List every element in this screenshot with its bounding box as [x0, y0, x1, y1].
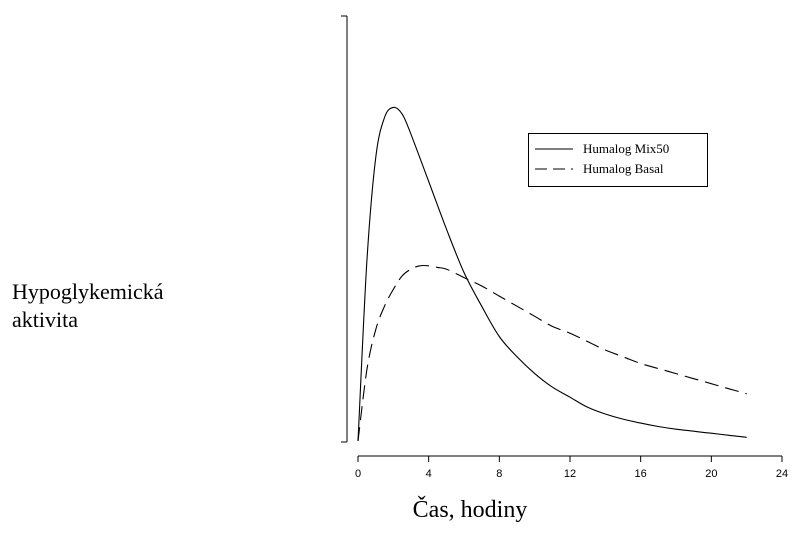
y-axis-label-line-2: aktivita — [12, 307, 78, 332]
series-line-humalog-basal — [357, 264, 747, 442]
x-tick-label: 24 — [776, 468, 788, 480]
x-tick-label: 0 — [355, 468, 361, 480]
legend-item-mix50: Humalog Mix50 — [535, 140, 669, 158]
legend-solid-line-swatch — [535, 148, 573, 150]
legend-label-mix50: Humalog Mix50 — [583, 141, 670, 156]
legend-dashed-line-swatch — [535, 168, 573, 170]
series-line-humalog-mix50 — [357, 106, 747, 442]
x-tick-label: 20 — [705, 468, 717, 480]
x-tick-label: 16 — [635, 468, 647, 480]
x-tick-label: 4 — [426, 468, 432, 480]
legend-label-basal: Humalog Basal — [583, 161, 664, 176]
legend-item-basal: Humalog Basal — [535, 160, 664, 178]
legend: Humalog Mix50 Humalog Basal — [528, 133, 708, 187]
x-tick-label: 8 — [496, 468, 502, 480]
y-axis-label-line-1: Hypoglykemická — [12, 279, 164, 304]
y-axis-label: Hypoglykemická aktivita — [12, 278, 164, 334]
x-axis-label: Čas, hodiny — [412, 497, 528, 523]
x-tick-label: 12 — [564, 468, 576, 480]
